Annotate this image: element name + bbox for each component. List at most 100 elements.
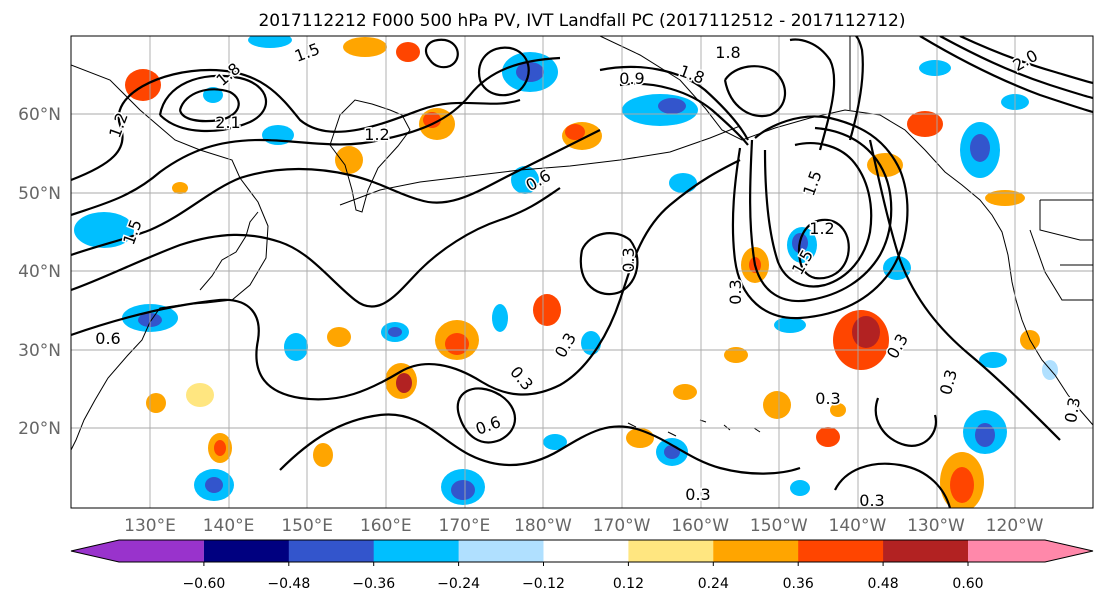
ivt-contour-line xyxy=(424,38,459,69)
lon-tick-label: 170°E xyxy=(439,516,491,536)
positive-anomaly-core xyxy=(950,467,974,503)
colorbar-bin xyxy=(968,540,1093,562)
colorbar-bin xyxy=(373,540,460,562)
negative-anomaly-blob xyxy=(919,60,951,76)
gridlines xyxy=(71,36,1093,508)
lat-tick-label: 50°N xyxy=(18,184,61,204)
contour-label: 1.2 xyxy=(364,125,389,144)
negative-anomaly-blob xyxy=(979,352,1007,368)
contour-label: 0.3 xyxy=(619,247,638,272)
positive-anomaly-blob xyxy=(172,182,188,194)
ivt-contour-line xyxy=(749,126,893,303)
negative-anomaly-blob xyxy=(284,333,308,361)
lon-tick-label: 160°W xyxy=(671,516,729,536)
lon-tick-label: 130°E xyxy=(124,516,176,536)
positive-anomaly-core xyxy=(565,124,585,140)
colorbar-tick-labels: −0.60 −0.48 −0.36 −0.24 −0.12 0.12 0.24 0.36 0.4… xyxy=(182,562,984,592)
contour-label: 1.8 xyxy=(715,43,740,62)
negative-anomaly-blob xyxy=(543,434,567,450)
lon-tick-label: 140°W xyxy=(829,516,887,536)
ivt-contour-line xyxy=(456,387,516,444)
colorbar-bin xyxy=(713,540,799,562)
map-frame xyxy=(70,35,1094,509)
colorbar-outline xyxy=(70,539,1094,563)
positive-anomaly-blob xyxy=(985,190,1025,206)
alaska-coastline xyxy=(599,36,1093,426)
lon-axis: 130°E 140°E 150°E 160°E 170°E 180°W 170°W 160°W… xyxy=(124,516,1044,536)
positive-anomaly-blob xyxy=(146,393,166,413)
positive-anomaly-core xyxy=(214,440,226,456)
ivt-contour-line xyxy=(619,82,749,146)
lon-tick-label: 150°W xyxy=(750,516,808,536)
japan-coastline xyxy=(199,211,259,291)
positive-anomaly-blob xyxy=(816,427,840,447)
ivt-contour-line xyxy=(763,142,873,288)
lon-tick-label: 150°E xyxy=(281,516,333,536)
lat-tick-label: 60°N xyxy=(18,105,61,125)
figure-title: 2017112212 F000 500 hPa PV, IVT Landfall… xyxy=(258,11,905,31)
colorbar: −0.60 −0.48 −0.36 −0.24 −0.12 0.12 0.24 0.36 0.4… xyxy=(70,539,1094,592)
lat-tick-label: 20°N xyxy=(18,419,61,439)
colorbar-tick-label: 0.48 xyxy=(868,576,899,592)
contour-label: 1.2 xyxy=(809,219,834,238)
lon-tick-label: 130°W xyxy=(907,516,965,536)
lon-tick-label: 180°W xyxy=(514,516,572,536)
ivt-contour-line xyxy=(71,68,521,182)
colorbar-tick-label: 0.60 xyxy=(952,576,983,592)
negative-anomaly-blob xyxy=(581,331,601,355)
negative-anomaly-blob xyxy=(669,173,697,193)
aleutian-chain xyxy=(339,125,741,206)
contour-label: 2.1 xyxy=(215,113,240,132)
ivt-contour-line xyxy=(939,36,1093,100)
negative-anomaly-core xyxy=(975,423,995,447)
negative-anomaly-blob xyxy=(774,317,806,333)
lon-tick-label: 120°W xyxy=(986,516,1044,536)
positive-anomaly-blob xyxy=(673,384,697,400)
ivt-contour-line xyxy=(731,115,909,320)
positive-anomaly-blob xyxy=(396,42,420,62)
ivt-contour-line xyxy=(789,38,836,151)
ivt-contour-line xyxy=(599,65,749,141)
positive-anomaly-blob xyxy=(830,403,846,417)
colorbar-tick-label: 0.12 xyxy=(613,576,644,592)
colorbar-bin xyxy=(543,540,629,562)
hawaiian-islands xyxy=(627,419,761,437)
contour-label: 0.6 xyxy=(95,329,120,348)
lon-tick-label: 140°E xyxy=(203,516,255,536)
ivt-contour-line xyxy=(477,46,530,97)
negative-anomaly-core xyxy=(388,327,402,337)
positive-anomaly-core xyxy=(423,112,441,128)
colorbar-bin xyxy=(458,540,544,562)
ivt-contour-line xyxy=(868,139,1061,441)
ivt-contour-line xyxy=(158,74,268,133)
colorbar-tick-label: −0.36 xyxy=(352,576,395,592)
negative-anomaly-core xyxy=(451,480,475,500)
negative-anomaly-blob xyxy=(492,304,508,332)
ivt-contours xyxy=(71,36,1093,508)
colorbar-bin xyxy=(203,540,290,562)
contour-label: 0.3 xyxy=(1061,396,1084,424)
positive-anomaly-blob xyxy=(186,383,214,407)
positive-anomaly-blob xyxy=(724,347,748,363)
positive-anomaly-blob xyxy=(533,294,561,326)
contour-label: 0.9 xyxy=(619,69,644,88)
colorbar-bin xyxy=(71,540,204,562)
colorbar-tick-label: 0.36 xyxy=(783,576,814,592)
negative-anomaly-blob xyxy=(511,166,539,194)
negative-anomaly-blob xyxy=(790,480,810,496)
negative-anomaly-blob xyxy=(74,212,134,248)
positive-anomaly-blob xyxy=(313,443,333,467)
negative-anomaly-core xyxy=(516,62,544,82)
ivt-contour-line xyxy=(579,232,639,296)
lat-axis: 60°N 50°N 40°N 30°N 20°N xyxy=(18,105,61,439)
negative-anomaly-blob xyxy=(883,256,911,280)
contour-label: 0.3 xyxy=(685,485,710,504)
positive-anomaly-core xyxy=(852,316,880,348)
north-america-borders xyxy=(849,36,1093,301)
ivt-contour-line xyxy=(71,187,561,308)
lat-tick-label: 30°N xyxy=(18,341,61,361)
contour-label: 0.3 xyxy=(859,491,884,510)
ivt-contour-line xyxy=(959,36,1093,85)
ivt-contour-line xyxy=(723,65,786,118)
